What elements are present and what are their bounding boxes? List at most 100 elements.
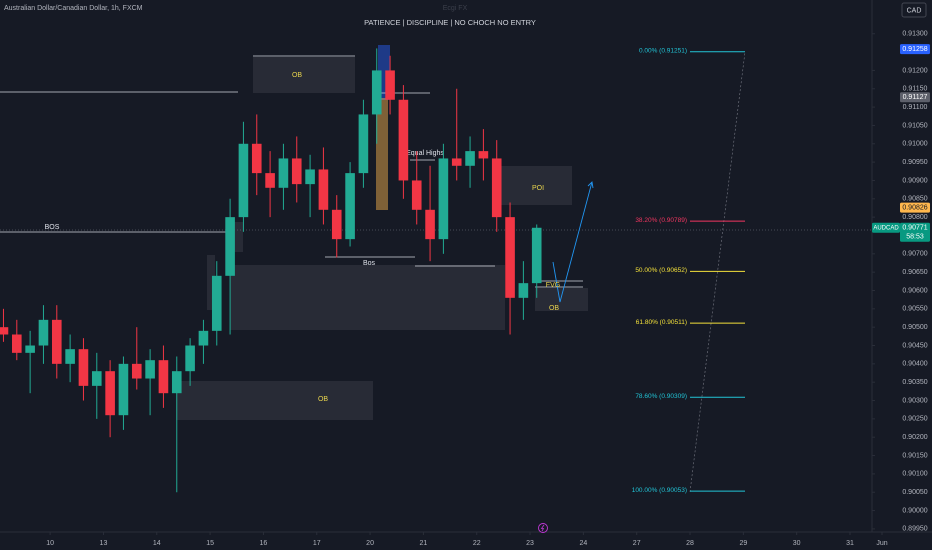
candle-body — [518, 283, 529, 298]
y-tick-label: 0.90850 — [902, 196, 927, 203]
candle-body — [105, 371, 115, 416]
zone — [207, 255, 215, 310]
y-tick-label: 0.91200 — [902, 67, 927, 74]
price-tag-label: 0.91127 — [903, 94, 928, 101]
y-tick-label: 0.90650 — [902, 269, 927, 276]
price-tag — [900, 44, 930, 55]
x-tick-label: 31 — [846, 540, 854, 547]
drawings: OB POI FVG OB OB BOS Bos Equal Highs — [0, 45, 872, 493]
projection-path — [552, 181, 593, 303]
fib-label: 78.60% (0.90309) — [635, 393, 687, 400]
y-tick-label: 0.91050 — [902, 122, 927, 129]
candle-body — [478, 151, 489, 159]
x-tick-label: 28 — [686, 540, 694, 547]
candle-body — [345, 173, 355, 240]
candle-body — [465, 151, 475, 166]
arrow-head — [587, 181, 594, 189]
fib-label: 0.00% (0.91251) — [639, 47, 687, 54]
fib-label: 100.00% (0.90053) — [632, 487, 687, 494]
y-tick-label: 0.90550 — [902, 306, 927, 313]
candle-body — [398, 99, 409, 181]
event-icon-bolt — [540, 524, 545, 532]
candle-body — [531, 227, 542, 284]
annotation: Bos — [363, 260, 376, 267]
candles — [0, 48, 542, 493]
candle-body — [251, 143, 262, 174]
candle-body — [51, 319, 62, 364]
candle-body — [0, 327, 9, 335]
y-tick-label: 0.90700 — [902, 251, 927, 258]
axes: 0.91300 0.91200 0.91150 0.91100 0.91050 0.910… — [46, 31, 930, 547]
candle-body — [131, 363, 142, 379]
subtitle: PATIENCE | DISCIPLINE | NO CHOCH NO ENTR… — [364, 18, 536, 27]
candle-body — [451, 158, 462, 166]
x-tick-label: 23 — [526, 540, 534, 547]
annotation: OB — [292, 72, 302, 79]
candle-body — [305, 169, 315, 185]
countdown-label: 58:53 — [906, 234, 924, 241]
price-tag — [900, 92, 930, 103]
candle-body — [78, 349, 89, 386]
x-tick-label: 21 — [420, 540, 428, 547]
symbol-tag-label: AUDCAD — [873, 225, 899, 231]
event-icon[interactable] — [538, 523, 548, 533]
currency-button[interactable] — [901, 2, 927, 18]
fib-label: 61.80% (0.90511) — [636, 319, 687, 326]
highlight-bar — [376, 98, 388, 210]
last-price-label: 0.90771 — [902, 225, 927, 232]
x-tick-label: Jun — [876, 540, 887, 547]
y-tick-label: 0.90900 — [902, 177, 927, 184]
candle-body — [185, 345, 195, 372]
annotation: BOS — [45, 224, 60, 231]
y-tick-label: 0.90950 — [902, 159, 927, 166]
price-tag-label: 0.90826 — [902, 204, 927, 211]
y-tick-label: 0.90450 — [902, 342, 927, 349]
x-tick-label: 24 — [579, 540, 587, 547]
annotation: Equal Highs — [406, 150, 444, 157]
y-tick-label: 0.90300 — [902, 397, 927, 404]
symbol-tag — [872, 222, 900, 233]
currency-label[interactable]: CAD — [907, 7, 922, 14]
poi-zone — [495, 166, 572, 205]
fib-trend-line — [689, 51, 746, 493]
candle-body — [278, 158, 289, 188]
candle-body — [65, 349, 75, 364]
annotation: OB — [318, 396, 328, 403]
fib-levels: 0.00% (0.91251) 38.20% (0.90789) 50.00% (0… — [632, 47, 745, 494]
candle-body — [118, 363, 129, 416]
x-tick-label: 13 — [100, 540, 108, 547]
price-tag-label: 0.91258 — [902, 46, 927, 53]
y-tick-label: 0.90000 — [902, 507, 927, 514]
x-tick-label: 16 — [260, 540, 268, 547]
candle-body — [225, 217, 235, 276]
candle-body — [371, 70, 382, 115]
candle-body — [25, 345, 35, 353]
y-tick-label: 0.90800 — [902, 214, 927, 221]
annotation: OB — [549, 305, 559, 312]
x-tick-label: 22 — [473, 540, 481, 547]
candle-body — [11, 334, 22, 353]
candle-body — [238, 143, 249, 218]
candle-body — [291, 158, 302, 185]
x-tick-label: 10 — [46, 540, 54, 547]
fib-label: 38.20% (0.90789) — [635, 217, 687, 224]
x-tick-label: 14 — [153, 540, 161, 547]
candle-body — [91, 371, 102, 386]
ob-zone — [253, 57, 355, 93]
candle-body — [211, 275, 222, 331]
last-price-tag — [900, 222, 930, 242]
x-tick-label: 27 — [633, 540, 641, 547]
candle-body — [331, 209, 342, 240]
x-tick-label: 29 — [739, 540, 747, 547]
candle-body — [425, 209, 435, 240]
candle-body — [358, 114, 369, 174]
candle-body — [198, 330, 209, 346]
y-tick-label: 0.90150 — [902, 452, 927, 459]
ob-zone — [176, 381, 373, 420]
x-tick-label: 17 — [313, 540, 321, 547]
zone — [230, 265, 505, 330]
candle-body — [38, 319, 49, 346]
annotation: FVG — [546, 282, 560, 289]
